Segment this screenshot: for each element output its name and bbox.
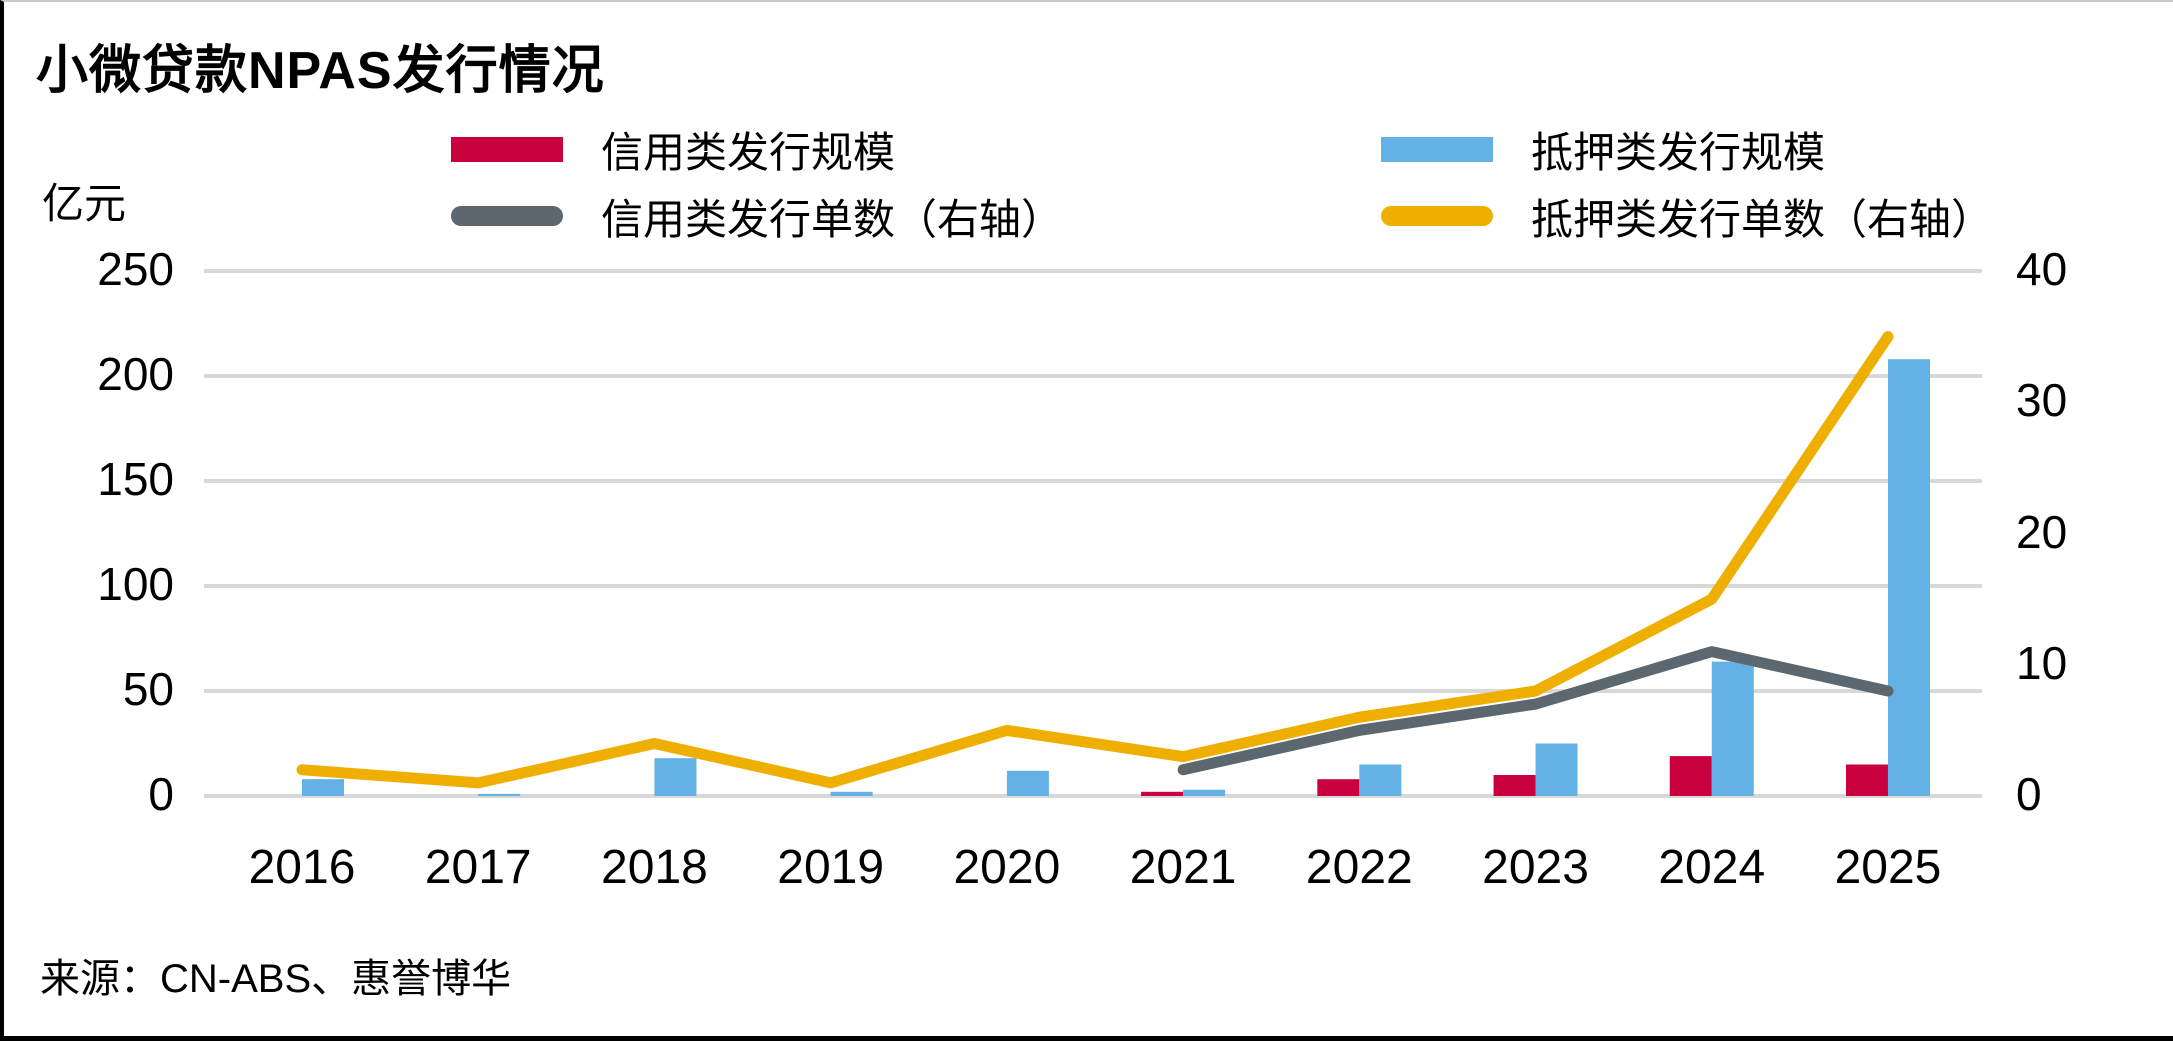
- right-axis-tick: 0: [2016, 767, 2042, 820]
- collateral-bar: [1006, 770, 1049, 796]
- credit-count-line: [1177, 646, 1894, 776]
- chart-title: 小微贷款NPAS发行情况: [36, 42, 605, 100]
- left-axis-tick: 50: [122, 662, 174, 715]
- collateral-bar: [478, 793, 521, 796]
- collateral-count-line: [296, 331, 1894, 789]
- x-axis-label: 2020: [953, 841, 1061, 894]
- credit-line-swatch: [451, 206, 563, 226]
- legend-item-credit-scale: 信用类发行规模: [451, 119, 895, 179]
- left-axis-tick: 150: [97, 452, 174, 505]
- credit-bar: [1845, 764, 1888, 796]
- plot-area: [204, 269, 1982, 798]
- credit-bar: [1141, 791, 1184, 796]
- legend-item-collateral-scale: 抵押类发行规模: [1381, 119, 1825, 179]
- legend-item-credit-count: 信用类发行单数（右轴）: [451, 186, 1063, 246]
- x-axis-label: 2025: [1834, 841, 1942, 894]
- collateral-bar: [1887, 359, 1930, 796]
- collateral-bar: [1359, 764, 1402, 796]
- collateral-line-swatch: [1381, 206, 1493, 226]
- x-axis-label: 2022: [1305, 841, 1413, 894]
- right-axis-tick: 20: [2016, 505, 2068, 558]
- legend-label: 抵押类发行单数（右轴）: [1531, 195, 1994, 243]
- collateral-bar: [830, 791, 873, 796]
- x-axis-label: 2024: [1658, 841, 1766, 894]
- collateral-bar: [654, 758, 697, 796]
- legend-label: 信用类发行规模: [601, 128, 896, 176]
- left-axis-tick: 0: [148, 767, 174, 820]
- credit-bar: [1493, 775, 1536, 796]
- right-axis-tick: 10: [2016, 636, 2068, 689]
- collateral-bar: [1183, 789, 1226, 796]
- left-axis-tick: 100: [97, 557, 174, 610]
- x-axis-label: 2018: [601, 841, 708, 894]
- collateral-bar: [1711, 661, 1754, 796]
- collateral-bar: [302, 779, 344, 796]
- x-axis-label: 2016: [248, 841, 356, 894]
- legend-label: 抵押类发行规模: [1531, 128, 1826, 176]
- x-axis-label: 2023: [1482, 841, 1589, 894]
- credit-bar: [1317, 779, 1360, 796]
- credit-bar: [1669, 756, 1712, 796]
- credit-bar-swatch: [451, 136, 563, 162]
- left-axis-unit-label: 亿元: [42, 180, 127, 227]
- legend-label: 信用类发行单数（右轴）: [601, 195, 1064, 243]
- right-axis-tick: 30: [2016, 374, 2068, 427]
- legend-item-collateral-count: 抵押类发行单数（右轴）: [1381, 186, 1993, 246]
- x-axis-label: 2017: [424, 841, 532, 894]
- source-note: 来源：CN-ABS、惠誉博华: [40, 957, 512, 1001]
- right-axis-tick: 40: [2016, 242, 2068, 295]
- collateral-bar: [1535, 743, 1578, 796]
- left-axis-tick: 200: [97, 347, 174, 400]
- left-axis-tick: 250: [97, 242, 174, 295]
- x-axis-label: 2021: [1129, 841, 1237, 894]
- collateral-bar-swatch: [1381, 136, 1493, 162]
- x-axis-label: 2019: [777, 841, 885, 894]
